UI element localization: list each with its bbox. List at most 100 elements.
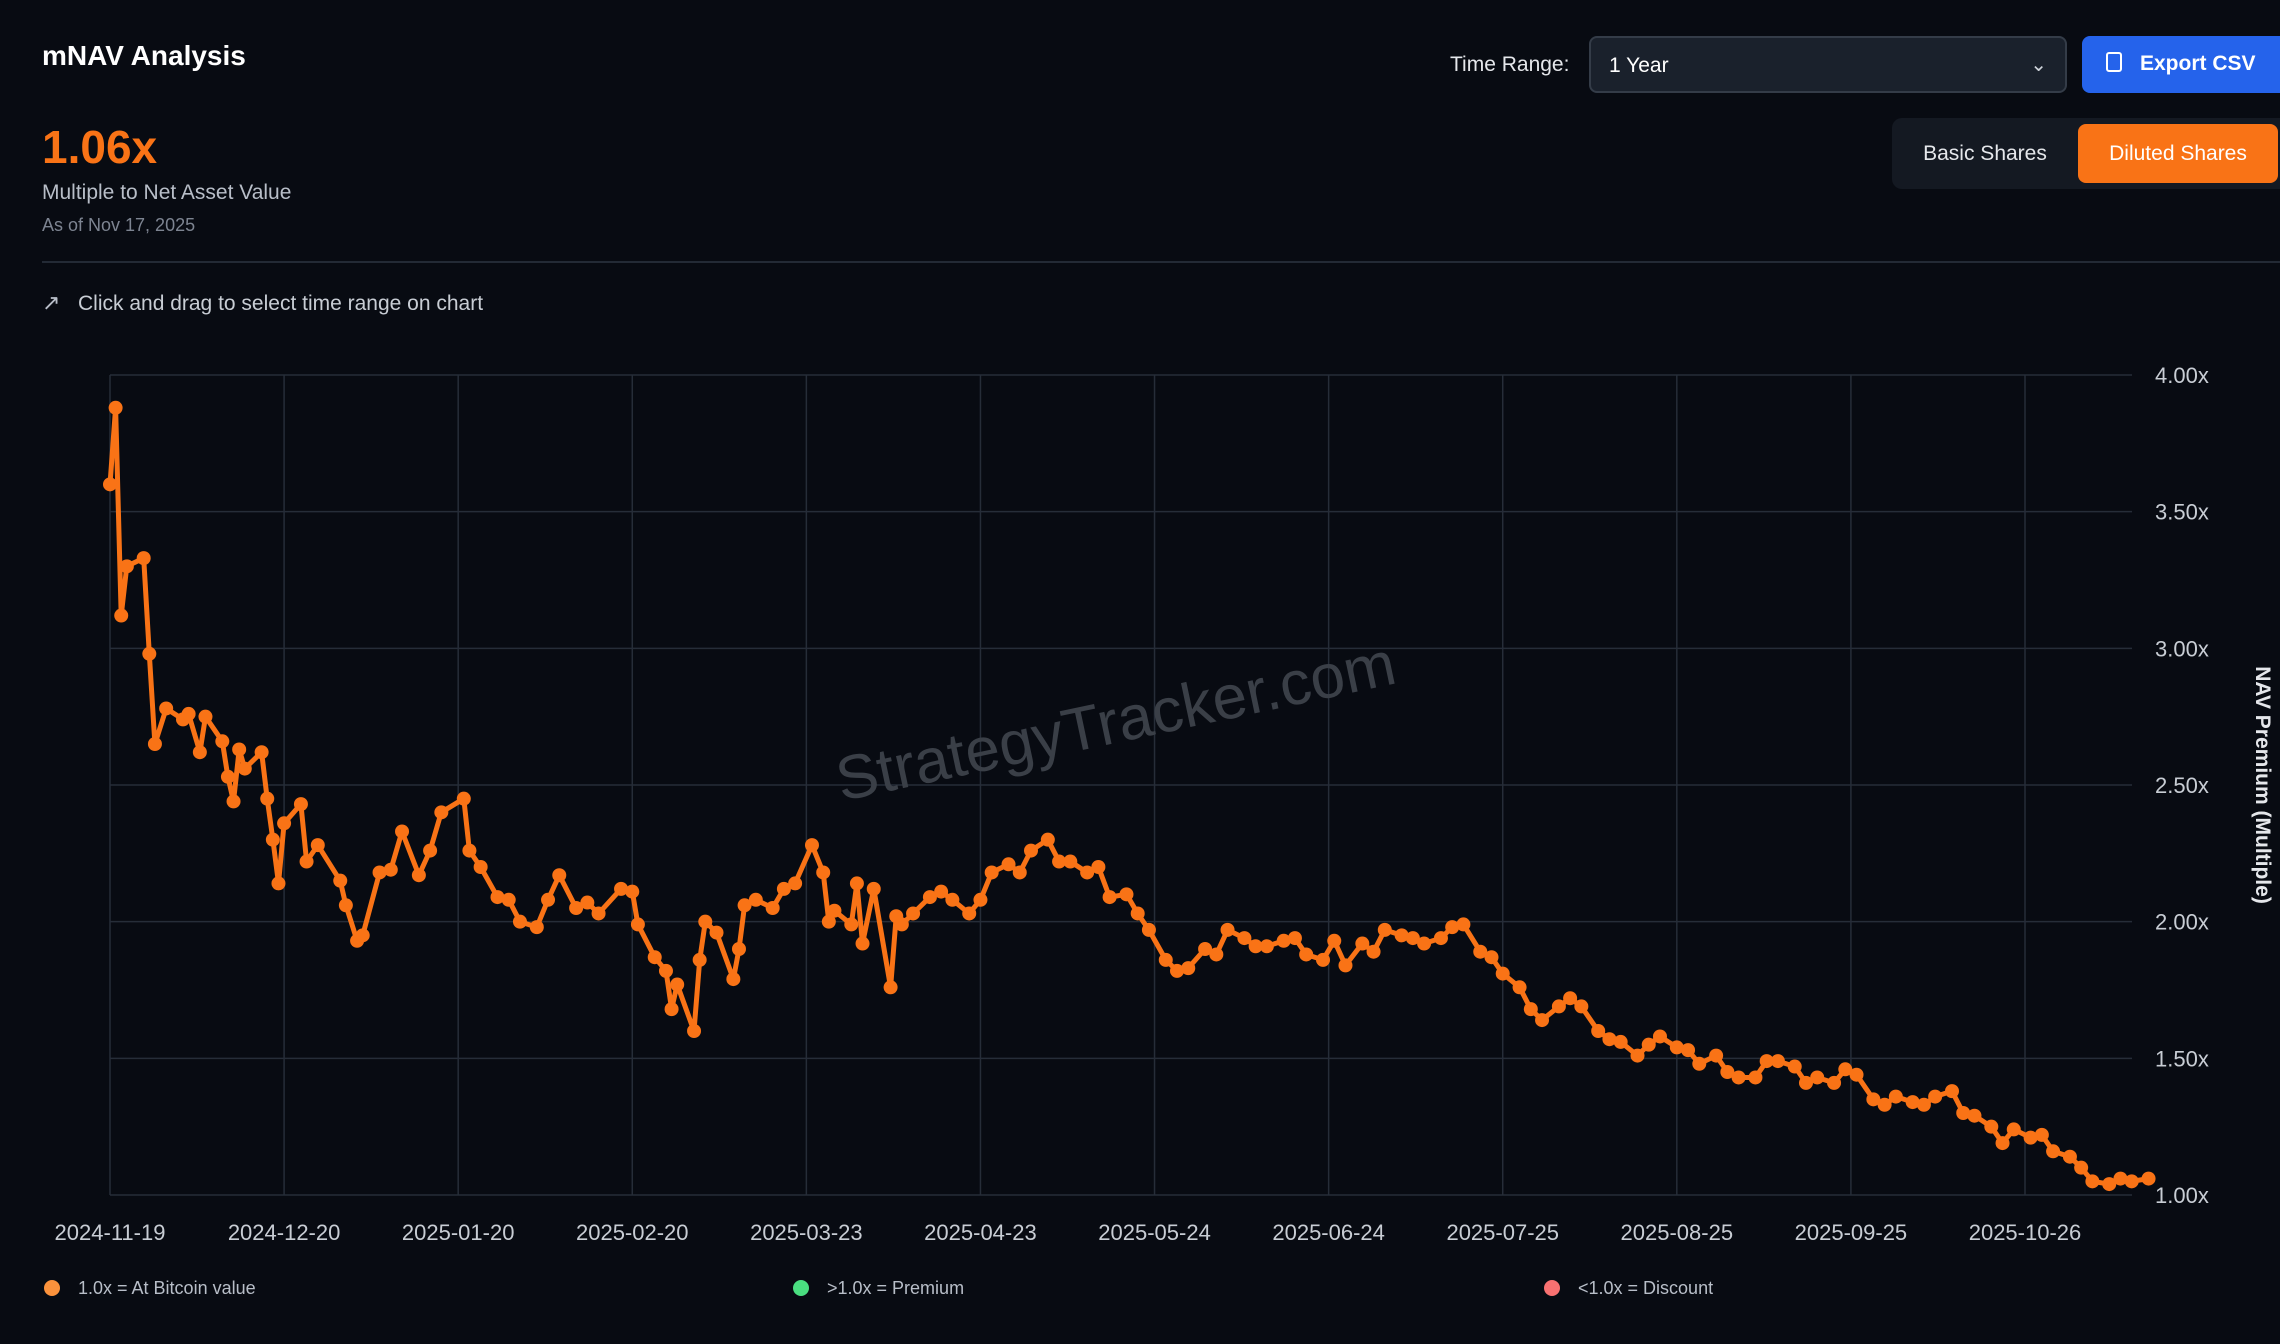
data-point: [1652, 1029, 1667, 1044]
x-tick-label: 2025-03-23: [750, 1220, 863, 1245]
data-point: [147, 737, 162, 751]
data-point: [1720, 1065, 1735, 1079]
x-tick-label: 2025-09-25: [1795, 1220, 1908, 1245]
basic-shares-button[interactable]: Basic Shares: [1923, 142, 2047, 165]
y-tick-label: 2.50x: [2155, 773, 2209, 798]
data-point: [1759, 1054, 1774, 1069]
data-point: [277, 816, 292, 831]
data-point: [1417, 936, 1432, 951]
data-point: [922, 890, 937, 905]
data-point: [1877, 1097, 1892, 1112]
data-point: [664, 1002, 679, 1017]
data-point: [434, 805, 449, 820]
data-point: [237, 761, 252, 776]
data-point: [254, 745, 269, 760]
data-point: [1967, 1108, 1982, 1123]
data-point: [293, 797, 308, 812]
data-point: [698, 914, 713, 929]
legend-item-discount: <1.0x = Discount: [1544, 1278, 1713, 1299]
x-tick-label: 2024-12-20: [228, 1220, 341, 1245]
legend-label: <1.0x = Discount: [1578, 1278, 1714, 1298]
y-tick-label: 1.00x: [2155, 1183, 2209, 1208]
data-point: [1237, 931, 1252, 946]
data-point: [1630, 1048, 1645, 1063]
data-point: [748, 892, 763, 907]
data-point: [372, 865, 387, 880]
data-point: [580, 895, 595, 910]
data-point: [501, 892, 516, 907]
data-point: [1001, 857, 1016, 872]
data-point: [2074, 1160, 2089, 1175]
data-point: [1023, 843, 1038, 858]
data-point: [1849, 1067, 1864, 1082]
data-point: [136, 551, 151, 566]
diluted-shares-button[interactable]: Diluted Shares: [2078, 124, 2278, 183]
y-axis-title: NAV Premium (Multiple): [2251, 666, 2274, 904]
data-point: [1377, 922, 1392, 937]
data-point: [2102, 1177, 2117, 1192]
x-tick-label: 2025-07-25: [1446, 1220, 1559, 1245]
data-point: [1338, 958, 1353, 973]
data-point: [338, 898, 353, 913]
export-csv-button[interactable]: Export CSV: [2082, 36, 2280, 93]
data-point: [765, 901, 780, 915]
data-point: [569, 901, 584, 915]
x-tick-label: 2024-11-19: [55, 1220, 166, 1245]
data-point: [1259, 939, 1274, 954]
data-point: [232, 742, 247, 757]
data-point: [1944, 1084, 1959, 1099]
data-point: [1995, 1136, 2010, 1151]
as-of-date: As of Nov 17, 2025: [42, 215, 196, 235]
data-point: [456, 791, 471, 806]
data-point: [1709, 1048, 1724, 1063]
data-point: [181, 706, 196, 721]
legend-dot-icon: [1544, 1280, 1560, 1296]
time-range-label: Time Range:: [1450, 53, 1570, 76]
chart-grid: [109, 374, 2132, 1196]
data-point: [512, 914, 527, 929]
data-point: [1316, 952, 1331, 967]
data-point: [310, 838, 325, 853]
data-point: [1956, 1106, 1971, 1120]
data-point: [541, 892, 556, 907]
legend-dot-icon: [793, 1280, 809, 1296]
data-point: [1102, 890, 1117, 905]
data-point: [1220, 922, 1235, 937]
data-point: [1456, 917, 1471, 932]
chevron-down-icon: ⌄: [2030, 54, 2047, 76]
data-point: [1798, 1075, 1813, 1090]
x-tick-label: 2025-06-24: [1272, 1220, 1385, 1245]
time-range-select[interactable]: 1 Year ⌄: [1589, 36, 2067, 93]
data-point: [776, 881, 791, 896]
x-tick-label: 2025-02-20: [576, 1220, 689, 1245]
data-point: [962, 906, 977, 921]
data-point: [1276, 933, 1291, 948]
x-tick-label: 2025-08-25: [1621, 1220, 1734, 1245]
data-point: [855, 936, 870, 951]
y-axis-ticks: 1.00x 1.50x 2.00x 2.50x 3.00x 3.50x 4.00x: [2155, 363, 2209, 1208]
legend-dot-icon: [44, 1280, 60, 1296]
data-point: [2124, 1174, 2139, 1189]
data-point: [114, 608, 129, 623]
data-point: [2046, 1144, 2061, 1159]
data-point: [894, 917, 909, 932]
legend-label: >1.0x = Premium: [827, 1278, 965, 1298]
data-point: [1563, 991, 1578, 1006]
data-point: [2034, 1127, 2049, 1142]
data-point: [1641, 1037, 1656, 1052]
data-point: [271, 876, 286, 891]
y-tick-label: 2.00x: [2155, 910, 2209, 935]
data-point: [119, 559, 134, 574]
data-point: [1366, 944, 1381, 959]
x-tick-label: 2025-10-26: [1969, 1220, 2082, 1245]
data-point: [1613, 1034, 1628, 1049]
data-point: [198, 709, 213, 724]
data-point: [1574, 999, 1589, 1014]
data-point: [647, 950, 662, 965]
data-point: [1495, 966, 1510, 981]
data-point: [1748, 1070, 1763, 1085]
data-point: [1063, 854, 1078, 869]
legend-item-premium: >1.0x = Premium: [793, 1278, 964, 1299]
data-point: [804, 838, 819, 853]
